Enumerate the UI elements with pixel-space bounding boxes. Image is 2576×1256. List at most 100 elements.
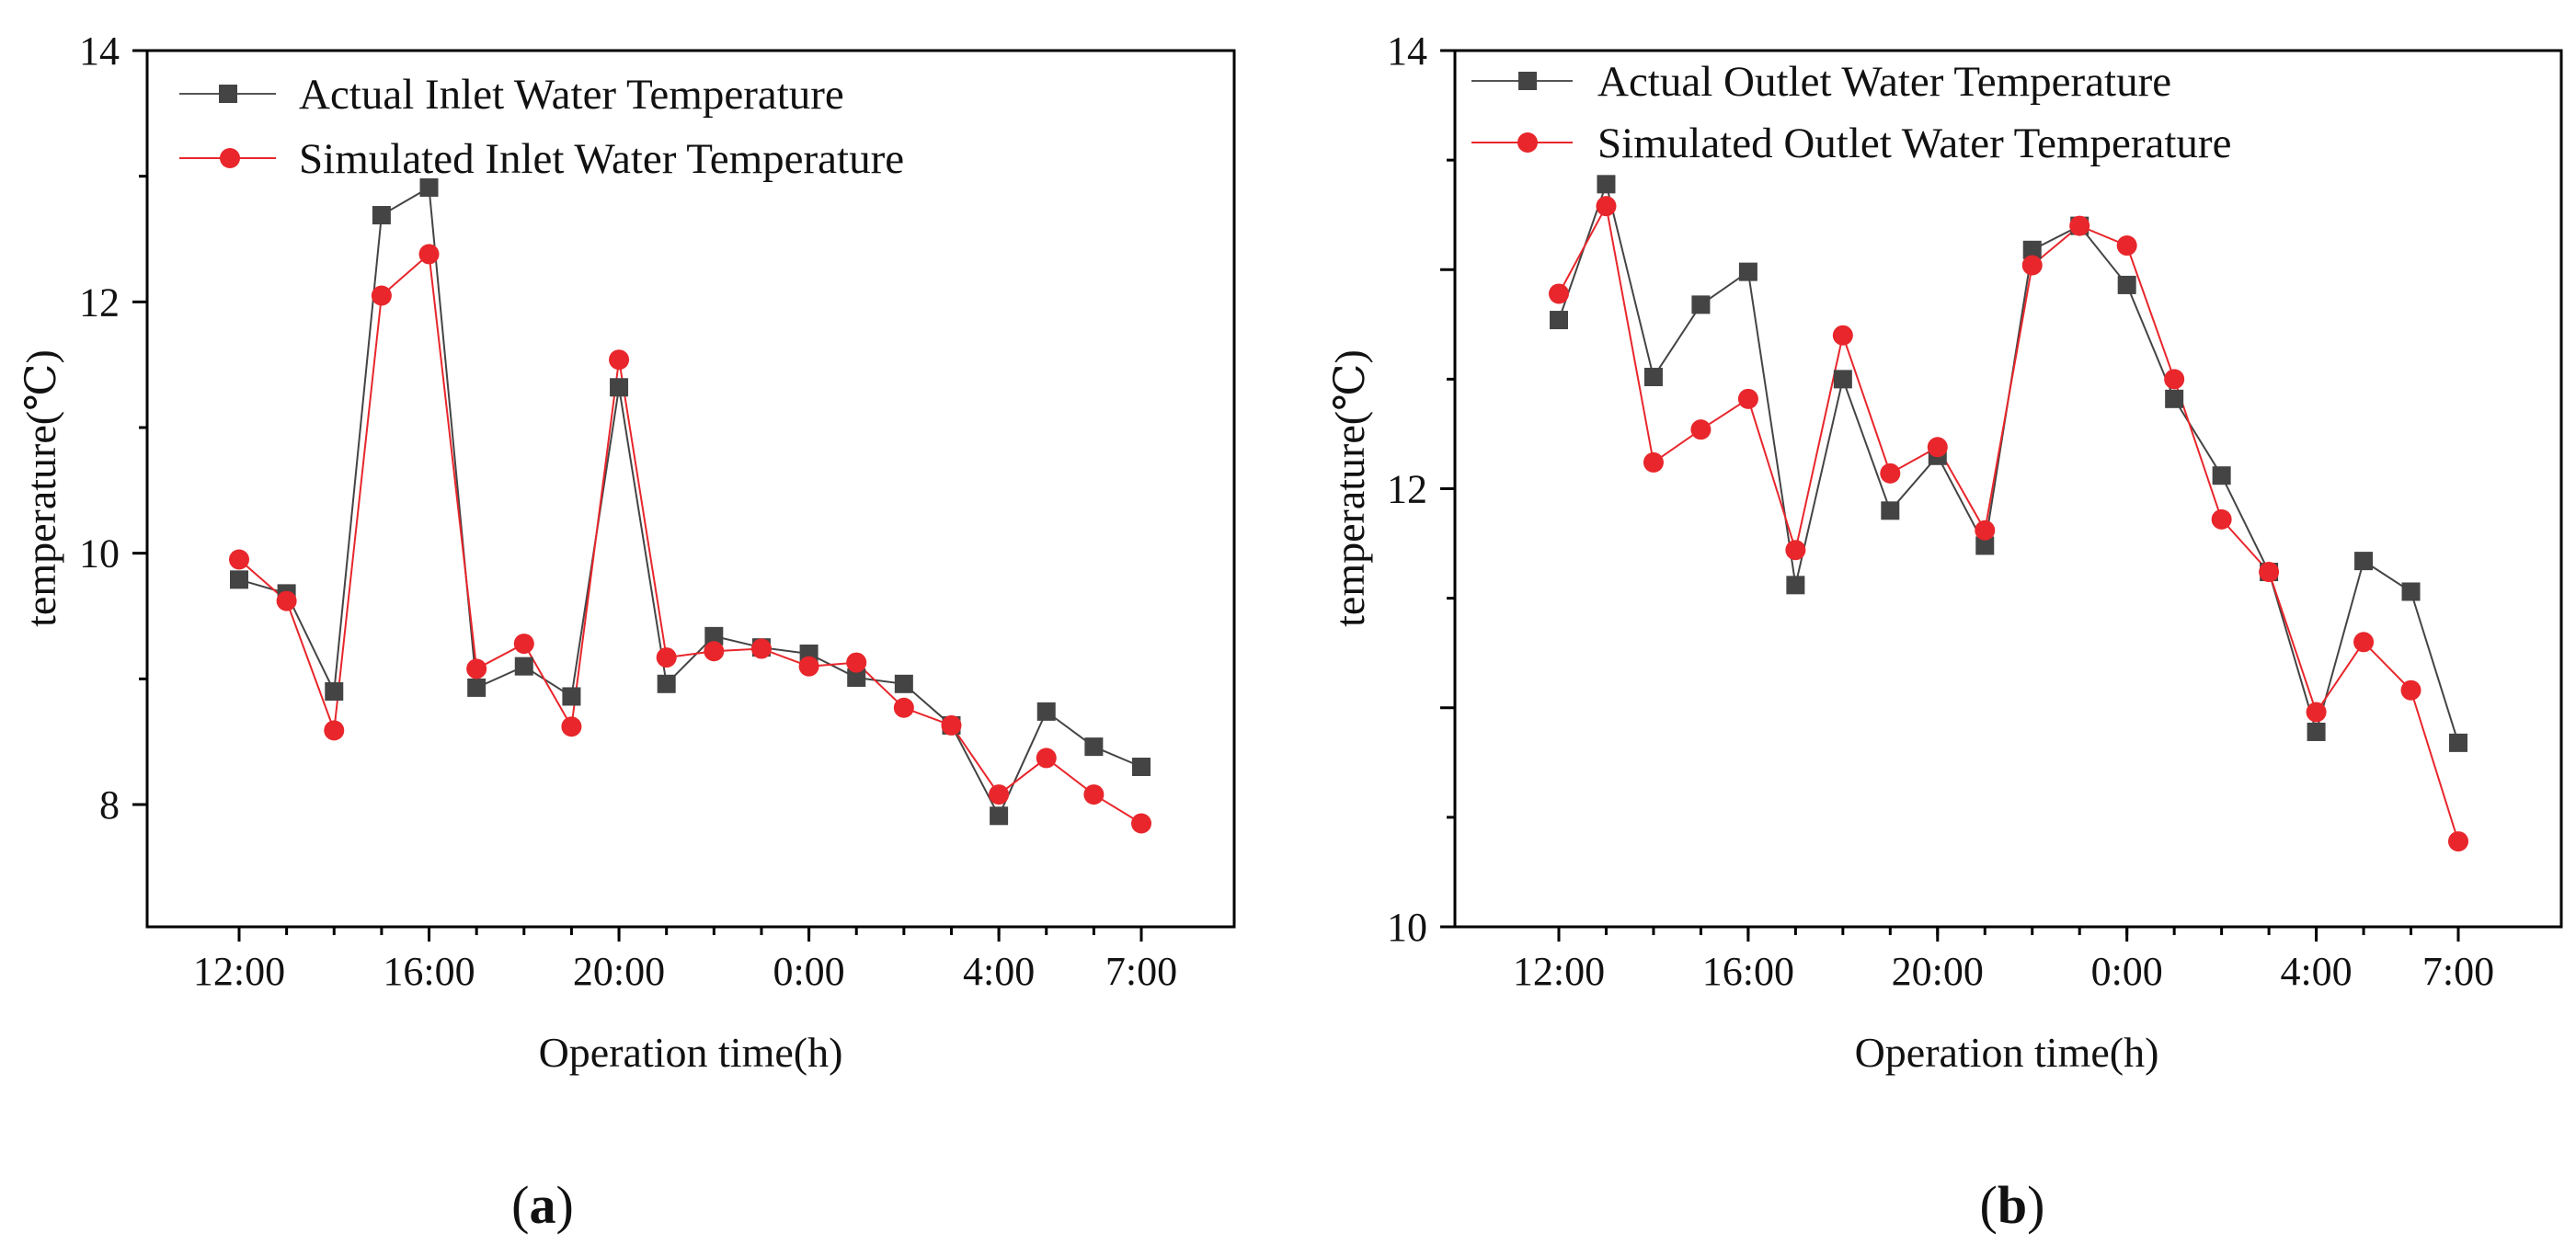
data-point-actual xyxy=(230,570,248,589)
y-tick-label: 14 xyxy=(79,29,120,74)
data-point-actual xyxy=(990,806,1009,826)
data-point-actual xyxy=(2354,552,2374,571)
chart-panel-b: 10 12 14 12:00 16:00 20:00 0:00 4:00 7:00 Opera… xyxy=(1326,29,2563,1235)
data-point-actual xyxy=(562,687,581,706)
x-tick-label: 0:00 xyxy=(2091,949,2163,994)
data-point-simulated xyxy=(276,590,297,611)
data-point-simulated xyxy=(1737,388,1758,409)
x-axis-title: Operation time(h) xyxy=(539,1029,843,1076)
data-point-simulated xyxy=(893,697,914,718)
data-point-actual xyxy=(419,177,439,197)
data-point-simulated xyxy=(1880,462,1901,484)
data-point-actual xyxy=(704,626,724,645)
data-point-simulated xyxy=(609,349,630,371)
data-point-simulated xyxy=(324,720,345,741)
data-point-actual xyxy=(325,682,344,701)
data-point-actual xyxy=(2449,733,2467,752)
data-point-simulated xyxy=(750,638,772,659)
data-point-simulated xyxy=(466,658,487,679)
legend: Actual Inlet Water Temperature Simulated… xyxy=(179,71,904,183)
legend-item-simulated: Simulated Inlet Water Temperature xyxy=(299,135,904,183)
data-point-simulated xyxy=(1131,813,1151,834)
data-point-simulated xyxy=(1549,283,1569,304)
x-tick-label: 16:00 xyxy=(383,949,475,994)
data-point-actual xyxy=(1738,262,1757,281)
data-point-simulated xyxy=(1036,748,1057,769)
data-point-simulated xyxy=(1596,196,1617,217)
plot-area-frame xyxy=(1453,49,2563,929)
panel-label-a-letter: a xyxy=(530,1175,556,1235)
legend-item-actual: Actual Inlet Water Temperature xyxy=(299,71,844,119)
legend: Actual Outlet Water Temperature Simulate… xyxy=(1471,58,2231,167)
chart-panel-a: 8 10 12 14 12:00 16:00 20:00 0:00 4:00 7:00 Oper… xyxy=(17,29,1236,1235)
data-point-actual xyxy=(2022,240,2042,259)
y-tick-label: 10 xyxy=(1387,905,1427,950)
data-point-actual xyxy=(1975,536,1995,555)
data-point-actual xyxy=(1643,367,1663,386)
data-point-simulated xyxy=(371,285,392,306)
data-point-simulated xyxy=(229,549,249,570)
legend-marker-circle xyxy=(1517,132,1538,153)
data-point-simulated xyxy=(1690,419,1712,440)
data-point-simulated xyxy=(1643,451,1664,473)
data-point-simulated xyxy=(2021,255,2043,276)
data-point-simulated xyxy=(656,647,677,668)
data-point-actual xyxy=(1597,175,1616,194)
data-point-actual xyxy=(657,674,676,693)
data-point-actual xyxy=(2307,722,2326,741)
data-point-actual xyxy=(467,678,487,697)
series-markers xyxy=(229,177,1151,834)
y-tick-label: 8 xyxy=(99,782,120,828)
data-point-simulated xyxy=(2164,369,2185,390)
data-point-actual xyxy=(2165,389,2184,408)
data-point-simulated xyxy=(513,634,534,655)
x-axis: 12:00 16:00 20:00 0:00 4:00 7:00 xyxy=(1513,927,2494,994)
x-tick-label: 12:00 xyxy=(1513,949,1605,994)
data-point-actual xyxy=(1550,311,1568,330)
series-markers xyxy=(1549,175,2468,852)
data-point-actual xyxy=(610,378,629,397)
y-tick-label: 12 xyxy=(79,280,120,325)
data-point-simulated xyxy=(2353,632,2375,653)
x-axis-title: Operation time(h) xyxy=(1855,1029,2159,1076)
data-point-simulated xyxy=(1083,784,1105,805)
y-tick-label: 14 xyxy=(1387,29,1427,74)
data-point-simulated xyxy=(846,652,867,673)
data-point-actual xyxy=(847,668,866,687)
legend-marker-circle xyxy=(220,148,240,168)
y-axis-title: temperature(℃) xyxy=(17,349,64,627)
data-point-simulated xyxy=(989,784,1010,805)
data-point-simulated xyxy=(1975,520,1996,541)
data-point-actual xyxy=(2117,275,2136,294)
x-tick-label: 12:00 xyxy=(193,949,285,994)
y-axis: 8 10 12 14 xyxy=(79,29,147,828)
series-lines xyxy=(238,186,1142,825)
data-point-actual xyxy=(1084,737,1104,757)
x-tick-label: 7:00 xyxy=(1105,949,1177,994)
x-tick-label: 20:00 xyxy=(1892,949,1984,994)
x-tick-label: 4:00 xyxy=(963,949,1035,994)
data-point-simulated xyxy=(561,716,582,737)
data-point-actual xyxy=(1786,576,1805,595)
data-point-simulated xyxy=(2116,235,2137,257)
y-tick-label: 10 xyxy=(79,531,120,577)
data-point-simulated xyxy=(418,244,440,265)
data-point-simulated xyxy=(2259,562,2280,583)
series-line-actual xyxy=(238,186,1142,818)
panel-label-b: (b) xyxy=(1980,1175,2045,1235)
data-point-actual xyxy=(1036,702,1056,721)
x-tick-label: 20:00 xyxy=(573,949,665,994)
data-point-actual xyxy=(2401,582,2421,601)
legend-marker-square xyxy=(219,85,237,103)
data-point-simulated xyxy=(798,656,819,677)
legend-item-simulated: Simulated Outlet Water Temperature xyxy=(1597,120,2231,167)
data-point-actual xyxy=(2212,466,2231,485)
y-tick-label: 12 xyxy=(1387,467,1427,512)
data-point-simulated xyxy=(1785,540,1806,561)
x-tick-label: 16:00 xyxy=(1702,949,1794,994)
plot-area-frame xyxy=(145,49,1236,929)
data-point-actual xyxy=(372,206,391,225)
data-point-actual xyxy=(1881,501,1900,520)
series-lines xyxy=(1558,180,2459,842)
